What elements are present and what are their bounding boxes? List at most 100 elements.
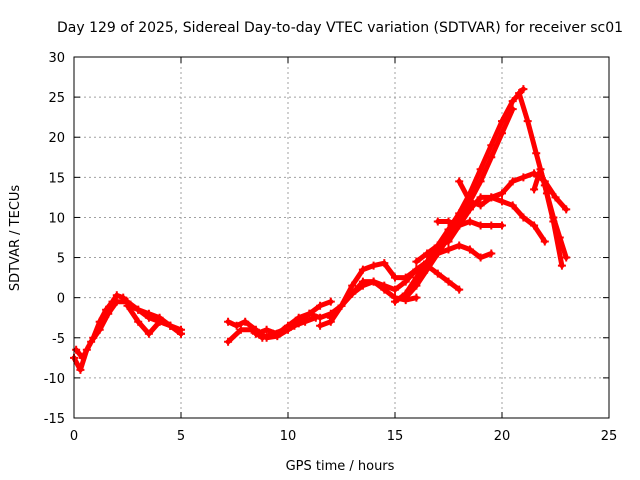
data-point — [433, 249, 442, 258]
data-point — [412, 293, 421, 302]
series-pass-13 — [455, 169, 571, 214]
data-point — [455, 241, 464, 250]
x-tick-label: 0 — [70, 429, 78, 444]
data-point — [487, 153, 496, 162]
data-point — [369, 261, 378, 270]
y-axis-label: SDTVAR / TECUs — [8, 185, 23, 292]
data-point — [542, 189, 551, 198]
data-point — [508, 105, 517, 114]
data-point — [294, 313, 303, 322]
data-point — [465, 245, 474, 254]
data-point — [95, 325, 104, 334]
data-point — [536, 165, 545, 174]
data-point — [412, 257, 421, 266]
data-point — [87, 337, 96, 346]
data-point — [326, 297, 335, 306]
x-tick-label: 20 — [494, 429, 511, 444]
data-point — [444, 245, 453, 254]
data-point — [232, 321, 241, 330]
data-point — [555, 233, 564, 242]
data-point — [508, 201, 517, 210]
data-point — [487, 193, 496, 202]
data-point — [72, 345, 81, 354]
data-point — [557, 261, 566, 270]
data-point — [326, 313, 335, 322]
y-tick-label: -10 — [44, 372, 65, 387]
data-point — [412, 281, 421, 290]
data-point — [476, 253, 485, 262]
data-point — [76, 365, 85, 374]
data-point — [530, 221, 539, 230]
data-point — [391, 297, 399, 306]
data-point — [530, 185, 539, 194]
data-point — [562, 205, 571, 214]
data-point — [465, 197, 474, 206]
data-point — [262, 333, 271, 342]
data-point — [519, 213, 528, 222]
series-line — [531, 166, 569, 261]
data-point — [455, 285, 464, 294]
data-point — [562, 253, 571, 262]
data-point — [123, 301, 132, 310]
x-axis-label: GPS time / hours — [286, 459, 395, 474]
y-tick-label: 25 — [48, 91, 65, 106]
data-point — [144, 329, 153, 338]
y-tick-label: 30 — [48, 51, 65, 66]
y-tick-label: 5 — [57, 252, 65, 267]
data-point — [444, 277, 453, 286]
data-point — [358, 265, 367, 274]
series-pass-3 — [123, 301, 185, 338]
data-point — [224, 337, 233, 346]
data-point — [508, 177, 517, 186]
data-point — [316, 301, 325, 310]
data-point — [401, 277, 410, 286]
x-tick-label: 25 — [601, 429, 618, 444]
data-point — [348, 289, 357, 298]
data-point — [251, 329, 260, 338]
y-tick-label: -15 — [44, 412, 65, 427]
data-point — [540, 237, 549, 246]
data-point — [423, 265, 432, 274]
data-point — [358, 281, 367, 290]
data-point — [155, 317, 164, 326]
data-point — [476, 221, 485, 230]
series-group — [70, 85, 571, 374]
data-point — [380, 281, 389, 290]
series-line — [125, 303, 184, 337]
data-point — [144, 313, 153, 322]
data-point — [487, 221, 496, 230]
data-point — [316, 321, 325, 330]
data-point — [262, 325, 271, 334]
data-point — [455, 221, 464, 230]
data-point — [487, 249, 496, 258]
x-tick-label: 10 — [280, 429, 297, 444]
data-point — [433, 241, 442, 250]
data-point — [498, 197, 506, 206]
data-point — [241, 317, 250, 326]
series-pass-15 — [530, 165, 571, 262]
data-point — [532, 149, 541, 158]
data-point — [337, 301, 346, 310]
data-point — [444, 217, 453, 226]
plot-frame — [73, 56, 610, 419]
data-point — [316, 313, 325, 322]
chart-title: Day 129 of 2025, Sidereal Day-to-day VTE… — [57, 20, 623, 36]
series-line — [328, 243, 494, 321]
x-tick-label: 15 — [387, 429, 404, 444]
data-point — [519, 85, 528, 94]
data-point — [112, 297, 121, 306]
data-point — [433, 269, 442, 278]
data-point — [444, 237, 453, 246]
data-point — [455, 177, 464, 186]
data-point — [305, 309, 314, 318]
y-tick-label: 10 — [48, 211, 65, 226]
x-tick-label: 5 — [177, 429, 185, 444]
data-point — [498, 189, 506, 198]
y-tick-label: 20 — [48, 131, 65, 146]
data-point — [476, 193, 485, 202]
data-point — [273, 329, 282, 338]
data-point — [369, 277, 378, 286]
data-point — [284, 321, 292, 330]
